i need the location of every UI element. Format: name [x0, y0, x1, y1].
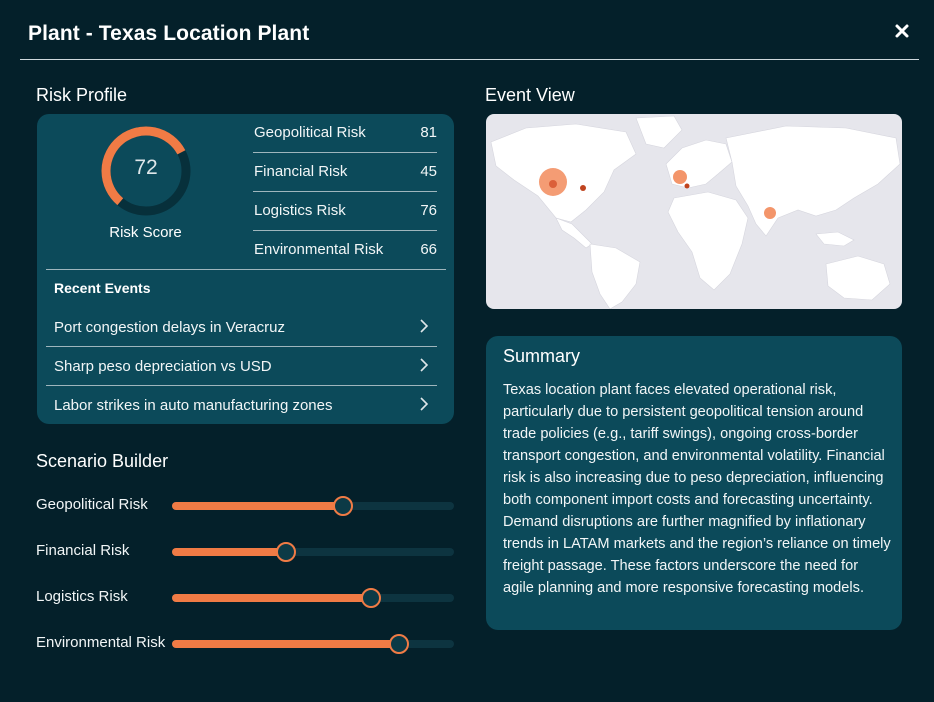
event-map[interactable] — [486, 114, 902, 309]
slider-logistics[interactable] — [172, 588, 454, 608]
slider-fill — [172, 502, 344, 510]
summary-text: Texas location plant faces elevated oper… — [503, 382, 891, 596]
close-icon — [895, 24, 909, 38]
risk-name: Geopolitical Risk — [254, 124, 366, 141]
page-title: Plant - Texas Location Plant — [28, 22, 310, 45]
slider-thumb[interactable] — [361, 588, 382, 608]
south-america-landmass — [589, 243, 641, 309]
slider-label-logistics: Logistics Risk — [36, 588, 128, 605]
risk-profile-title: Risk Profile — [36, 85, 128, 105]
risk-value: 81 — [420, 124, 437, 141]
summary-card: Summary Texas location plant faces eleva… — [486, 336, 902, 630]
recent-events-title: Recent Events — [54, 280, 151, 296]
slider-label-financial: Financial Risk — [36, 542, 130, 559]
slider-thumb[interactable] — [333, 496, 354, 516]
summary-title: Summary — [503, 346, 581, 366]
risk-score-value: 72 — [134, 156, 158, 179]
central-america-landmass — [555, 217, 593, 249]
indonesia-landmass — [815, 231, 855, 247]
asia-landmass — [725, 125, 901, 237]
scenario-builder-title: Scenario Builder — [36, 451, 169, 471]
event-item-port-congestion[interactable]: Port congestion delays in Veracruz — [46, 308, 437, 347]
africa-landmass — [667, 191, 749, 291]
slider-thumb[interactable] — [389, 634, 409, 654]
event-marker-east-us — [580, 185, 586, 191]
risk-value: 76 — [420, 202, 437, 219]
slider-fill — [172, 640, 399, 648]
modal-header: Plant - Texas Location Plant — [20, 0, 919, 60]
greenland-landmass — [635, 115, 683, 149]
slider-label-environmental: Environmental Risk — [36, 634, 166, 651]
risk-score-label: Risk Score — [109, 224, 182, 241]
event-item-peso-depreciation[interactable]: Sharp peso depreciation vs USD — [46, 347, 437, 386]
risk-row-logistics: Logistics Risk 76 — [253, 192, 437, 231]
slider-environmental[interactable] — [172, 634, 454, 654]
risk-row-geopolitical: Geopolitical Risk 81 — [253, 114, 437, 153]
world-map — [490, 115, 901, 309]
event-item-labor-strikes[interactable]: Labor strikes in auto manufacturing zone… — [46, 386, 437, 425]
divider — [46, 269, 446, 270]
risk-name: Environmental Risk — [254, 241, 384, 258]
event-label: Sharp peso depreciation vs USD — [54, 358, 272, 375]
event-label: Port congestion delays in Veracruz — [54, 319, 285, 336]
risk-profile-card: 72 Risk Score Geopolitical Risk 81 Finan… — [37, 114, 454, 424]
risk-row-financial: Financial Risk 45 — [253, 153, 437, 192]
chevron-right-icon — [420, 397, 429, 411]
event-marker-europe — [673, 170, 687, 184]
chevron-right-icon — [420, 358, 429, 372]
close-button[interactable] — [891, 20, 913, 42]
slider-thumb[interactable] — [275, 542, 296, 562]
chevron-right-icon — [420, 319, 429, 333]
event-view-title: Event View — [485, 85, 575, 105]
australia-landmass — [825, 255, 891, 301]
event-label: Labor strikes in auto manufacturing zone… — [54, 397, 333, 414]
risk-value: 66 — [420, 241, 437, 258]
slider-geopolitical[interactable] — [172, 496, 454, 516]
gauge-graphic — [101, 126, 191, 216]
slider-fill — [172, 548, 286, 556]
risk-score-gauge: 72 — [99, 124, 193, 218]
risk-name: Logistics Risk — [254, 202, 346, 219]
event-marker-europe-small — [684, 183, 690, 189]
risk-row-environmental: Environmental Risk 66 — [253, 231, 437, 270]
event-marker-india — [764, 207, 776, 219]
slider-financial[interactable] — [172, 542, 454, 562]
event-marker-texas-core — [549, 180, 557, 188]
slider-fill — [172, 594, 372, 602]
risk-name: Financial Risk — [254, 163, 348, 180]
risk-value: 45 — [420, 163, 437, 180]
slider-label-geopolitical: Geopolitical Risk — [36, 496, 148, 513]
